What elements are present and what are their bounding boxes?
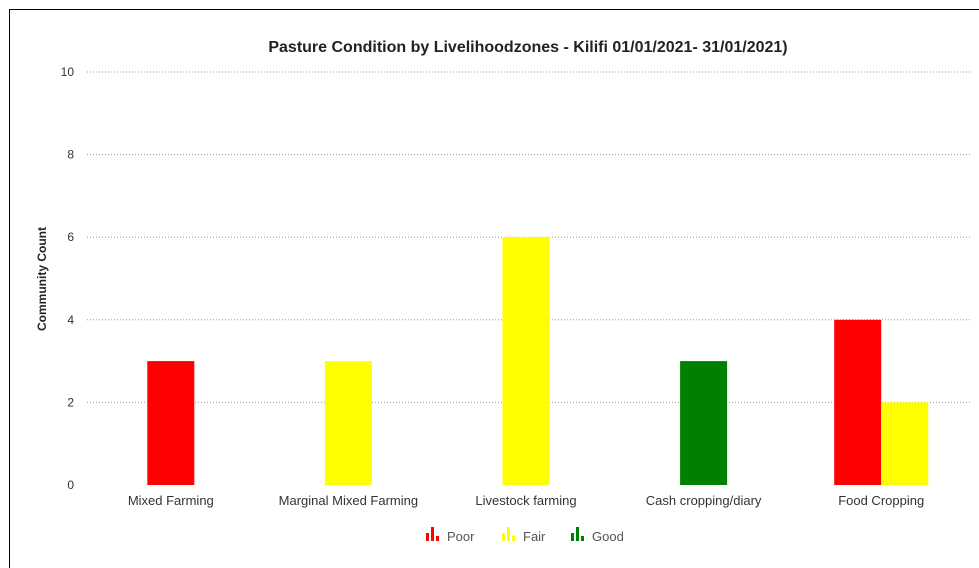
bar-good[interactable] xyxy=(680,361,728,485)
x-tick-label: Livestock farming xyxy=(475,493,576,508)
legend-item-poor[interactable]: Poor xyxy=(426,527,475,544)
legend-item-fair[interactable]: Fair xyxy=(502,527,546,544)
x-tick-label: Marginal Mixed Farming xyxy=(279,493,418,508)
y-tick-label: 10 xyxy=(61,65,75,79)
bars xyxy=(147,237,929,485)
x-axis-labels: Mixed Farming Marginal Mixed Farming Lives… xyxy=(128,493,924,508)
legend-item-good[interactable]: Good xyxy=(571,527,624,544)
bar-poor[interactable] xyxy=(834,319,882,485)
y-tick-label: 6 xyxy=(67,230,74,244)
legend-label: Good xyxy=(592,529,624,544)
y-axis-title: Community Count xyxy=(35,227,49,331)
legend[interactable]: Poor Fair Good xyxy=(426,527,624,544)
legend-label: Fair xyxy=(523,529,546,544)
x-tick-label: Food Cropping xyxy=(838,493,924,508)
y-tick-label: 8 xyxy=(67,148,74,162)
x-tick-label: Mixed Farming xyxy=(128,493,214,508)
bar-chart-icon xyxy=(426,527,439,541)
bar-chart-icon xyxy=(502,527,515,541)
bar-fair[interactable] xyxy=(502,237,550,485)
legend-label: Poor xyxy=(447,529,475,544)
bar-poor[interactable] xyxy=(147,361,195,485)
chart-frame xyxy=(9,9,979,568)
bar-fair[interactable] xyxy=(324,361,372,485)
chart-title: Pasture Condition by Livelihoodzones - K… xyxy=(268,39,787,56)
bar-chart-icon xyxy=(571,527,584,541)
bar-fair[interactable] xyxy=(881,402,929,485)
y-tick-label: 0 xyxy=(67,478,74,492)
y-tick-label: 4 xyxy=(67,313,74,327)
x-tick-label: Cash cropping/diary xyxy=(646,493,762,508)
y-tick-label: 2 xyxy=(67,395,74,409)
